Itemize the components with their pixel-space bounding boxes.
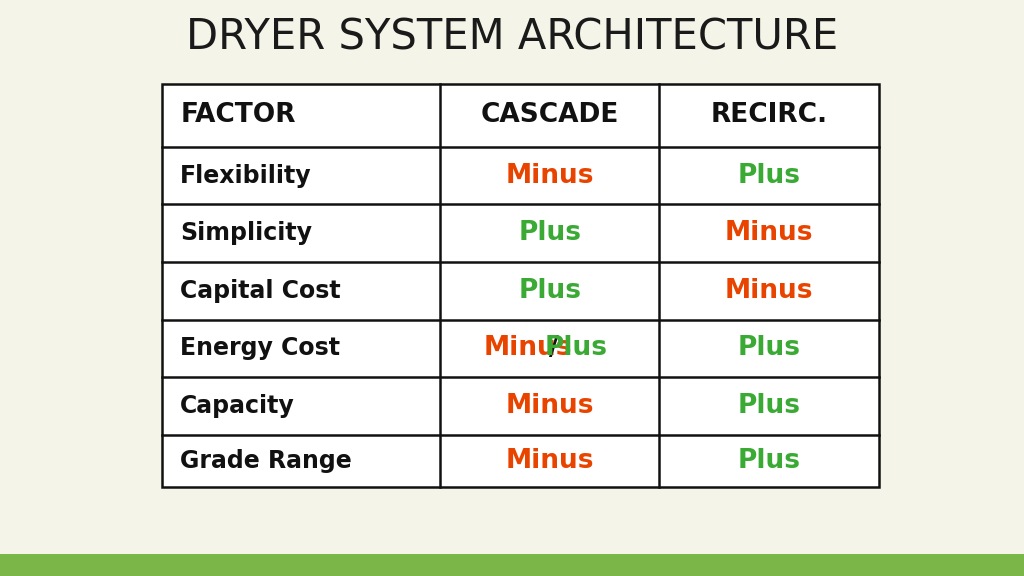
Text: CASCADE: CASCADE [480, 102, 620, 128]
Text: Plus: Plus [737, 335, 801, 362]
Text: Minus: Minus [725, 220, 813, 247]
FancyBboxPatch shape [162, 84, 879, 487]
Text: RECIRC.: RECIRC. [711, 102, 827, 128]
Text: DRYER SYSTEM ARCHITECTURE: DRYER SYSTEM ARCHITECTURE [186, 17, 838, 58]
Text: Grade Range: Grade Range [180, 449, 352, 473]
Text: /: / [550, 335, 559, 362]
Text: Plus: Plus [737, 162, 801, 189]
Text: Minus: Minus [506, 393, 594, 419]
Text: Plus: Plus [737, 448, 801, 474]
Text: Capacity: Capacity [180, 394, 295, 418]
Text: Flexibility: Flexibility [180, 164, 312, 188]
Text: Minus: Minus [484, 335, 572, 362]
Text: Minus: Minus [506, 162, 594, 189]
Text: Simplicity: Simplicity [180, 221, 312, 245]
Text: Energy Cost: Energy Cost [180, 336, 340, 361]
Text: Plus: Plus [545, 335, 607, 362]
Text: Capital Cost: Capital Cost [180, 279, 341, 303]
Text: Plus: Plus [518, 278, 582, 304]
Text: Plus: Plus [737, 393, 801, 419]
Text: FACTOR: FACTOR [180, 102, 296, 128]
Text: Plus: Plus [518, 220, 582, 247]
FancyBboxPatch shape [0, 554, 1024, 576]
Text: Minus: Minus [506, 448, 594, 474]
Text: Minus: Minus [725, 278, 813, 304]
